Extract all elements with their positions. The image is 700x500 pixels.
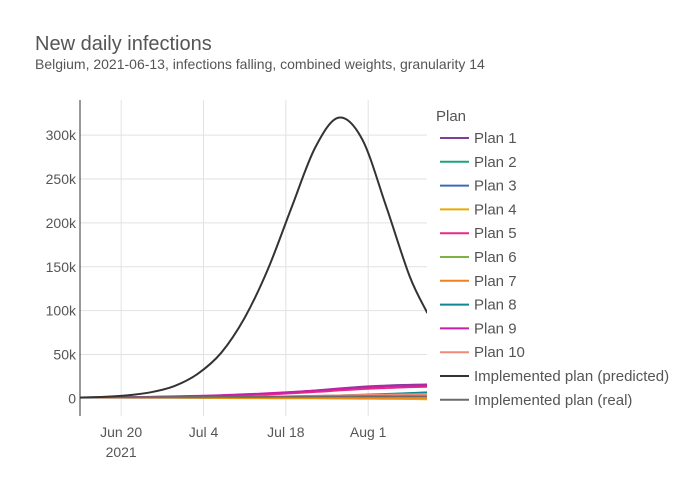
legend-item-plan-8[interactable]: Plan 8	[440, 297, 517, 314]
tick-layer: 0 50k 100k 150k 200k 250k 300k Jun 20 2021 Jul 4 J…	[46, 127, 387, 460]
legend-label: Plan 7	[474, 273, 517, 290]
legend-label: Plan 8	[474, 297, 517, 314]
y-tick-label: 200k	[46, 215, 77, 231]
legend-label: Plan 1	[474, 130, 517, 147]
legend-label: Plan 5	[474, 225, 517, 242]
legend-item-implemented-plan-real[interactable]: Implemented plan (real)	[440, 392, 632, 409]
y-tick-label: 300k	[46, 127, 77, 143]
chart-subtitle: Belgium, 2021-06-13, infections falling,…	[35, 56, 485, 72]
y-tick-label: 0	[68, 390, 76, 406]
x-tick-label: Aug 1	[350, 424, 387, 440]
x-tick-label: Jul 18	[267, 424, 305, 440]
y-tick-label: 250k	[46, 171, 77, 187]
legend-item-plan-10[interactable]: Plan 10	[440, 344, 525, 361]
legend-item-plan-4[interactable]: Plan 4	[440, 201, 517, 218]
legend-item-plan-7[interactable]: Plan 7	[440, 273, 517, 290]
legend-label: Plan 4	[474, 201, 517, 218]
legend-label: Plan 10	[474, 344, 525, 361]
legend-label: Plan 9	[474, 320, 517, 337]
series-layer	[80, 116, 427, 401]
legend-label: Plan 2	[474, 154, 517, 171]
legend-item-implemented-plan-predicted[interactable]: Implemented plan (predicted)	[440, 368, 669, 385]
grid-layer	[80, 100, 427, 416]
y-tick-label: 50k	[53, 347, 77, 363]
legend-item-plan-9[interactable]: Plan 9	[440, 320, 517, 337]
legend-label: Implemented plan (real)	[474, 392, 632, 409]
legend-item-plan-6[interactable]: Plan 6	[440, 249, 517, 266]
legend-item-plan-5[interactable]: Plan 5	[440, 225, 517, 242]
series-line-implemented-plan-real	[80, 395, 427, 399]
legend-label: Implemented plan (predicted)	[474, 368, 669, 385]
legend-item-plan-2[interactable]: Plan 2	[440, 154, 517, 171]
chart-title: New daily infections	[35, 33, 212, 55]
y-tick-label: 100k	[46, 303, 77, 319]
legend-title: Plan	[436, 108, 466, 125]
x-tick-label: Jul 4	[189, 424, 219, 440]
legend-item-plan-1[interactable]: Plan 1	[440, 130, 517, 147]
series-line-implemented-plan-predicted	[80, 116, 427, 399]
legend-label: Plan 3	[474, 178, 517, 195]
x-tick-year-label: 2021	[106, 444, 137, 460]
legend-item-plan-3[interactable]: Plan 3	[440, 178, 517, 195]
y-tick-label: 150k	[46, 259, 77, 275]
legend-label: Plan 6	[474, 249, 517, 266]
legend: Plan Plan 1 Plan 2 Plan 3 Plan 4 Plan 5 Plan …	[436, 108, 669, 409]
x-tick-label: Jun 20	[100, 424, 142, 440]
